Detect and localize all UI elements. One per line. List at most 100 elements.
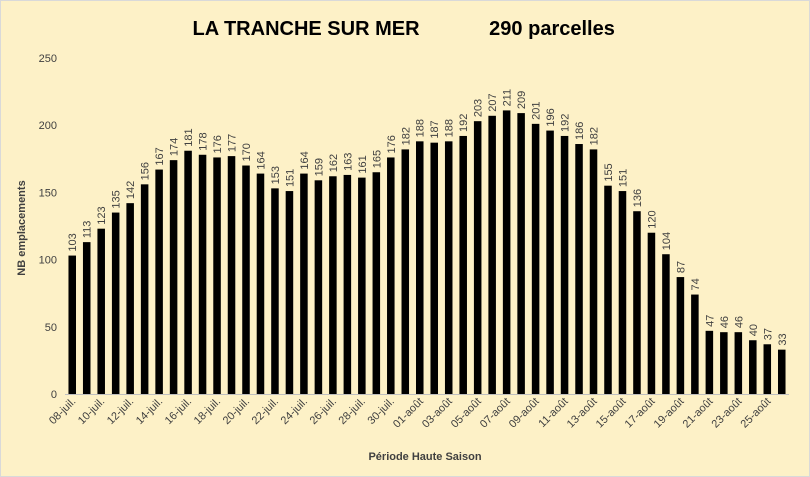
bar [300, 173, 308, 394]
y-tick-label: 150 [39, 187, 57, 199]
x-tick-label: 11-août [536, 396, 570, 430]
x-tick-label: 05-août [449, 396, 484, 431]
data-label: 203 [473, 99, 485, 117]
bar [720, 332, 728, 394]
bar [691, 294, 699, 394]
bar [575, 144, 583, 394]
data-label: 159 [313, 158, 325, 176]
x-tick-label: 20-juil. [221, 396, 252, 427]
data-label: 192 [458, 114, 470, 132]
y-tick-label: 50 [45, 322, 57, 334]
x-tick-label: 18-juil. [192, 396, 223, 427]
data-label: 187 [429, 120, 441, 138]
data-label: 123 [96, 206, 108, 224]
bar [517, 113, 525, 394]
data-label: 40 [748, 324, 760, 336]
data-label: 176 [386, 135, 398, 153]
data-label: 136 [632, 189, 644, 207]
y-axis-ticks: 0 50 100 150 200 250 [39, 53, 57, 401]
bar [415, 141, 424, 394]
data-label: 161 [357, 155, 369, 173]
data-label: 207 [487, 93, 499, 111]
bar [314, 180, 323, 394]
y-tick-label: 100 [39, 255, 57, 267]
data-label: 192 [560, 114, 572, 132]
data-label: 104 [661, 232, 673, 250]
data-label: 170 [241, 143, 253, 161]
x-tick-label: 10-juil. [76, 396, 107, 427]
bar [329, 176, 337, 394]
bar [662, 254, 670, 394]
bar [647, 232, 656, 394]
bar [213, 157, 221, 394]
data-label: 153 [270, 166, 282, 184]
bar [749, 340, 757, 394]
y-tick-label: 200 [39, 120, 57, 132]
data-label: 151 [617, 169, 629, 187]
data-label: 209 [516, 91, 528, 109]
bar [97, 228, 105, 394]
x-tick-label: 17-août [623, 396, 658, 431]
bar [705, 330, 714, 394]
data-label: 181 [183, 128, 195, 146]
y-tick-label: 0 [51, 389, 57, 401]
bar [734, 332, 743, 394]
bars-group [68, 110, 786, 395]
x-axis-title: Période Haute Saison [368, 451, 481, 463]
data-label: 155 [603, 163, 615, 181]
bar [531, 123, 540, 394]
x-tick-label: 26-juil. [308, 396, 339, 427]
x-tick-label: 16-juil. [163, 396, 194, 427]
bar [633, 211, 641, 394]
bar [256, 173, 265, 394]
x-axis-ticks: 08-juil.10-juil.12-juil.14-juil.16-juil.… [47, 396, 773, 431]
bar [372, 172, 381, 394]
bar [169, 160, 178, 394]
data-label: 182 [589, 127, 601, 145]
data-label: 151 [284, 169, 296, 187]
x-tick-label: 23-août [710, 396, 745, 431]
data-label: 177 [227, 134, 239, 152]
bar [285, 191, 294, 394]
data-label: 113 [82, 221, 94, 239]
x-tick-label: 12-juil. [105, 396, 136, 427]
bar [618, 191, 627, 394]
data-label: 182 [400, 127, 412, 145]
bar [358, 177, 366, 394]
bar [126, 203, 134, 394]
x-tick-label: 28-juil. [337, 396, 368, 427]
data-label: 87 [675, 261, 687, 273]
data-label: 163 [342, 153, 354, 171]
data-label: 46 [719, 316, 731, 328]
x-tick-label: 13-août [565, 396, 600, 431]
data-label: 46 [733, 316, 745, 328]
data-label: 164 [299, 151, 311, 169]
bar [459, 135, 467, 394]
x-tick-label: 19-août [652, 396, 687, 431]
bar [387, 157, 395, 394]
y-tick-label: 250 [39, 53, 57, 65]
bar [430, 142, 439, 394]
x-tick-label: 22-juil. [250, 396, 281, 427]
data-label: 188 [444, 119, 456, 137]
data-label: 33 [777, 333, 789, 345]
data-label: 211 [502, 89, 514, 107]
data-label: 156 [140, 162, 152, 180]
bar [473, 121, 482, 394]
x-tick-label: 24-juil. [279, 396, 310, 427]
bar [546, 130, 554, 395]
data-label: 47 [704, 315, 716, 327]
bar [777, 349, 786, 394]
bar [343, 174, 352, 394]
x-tick-label: 01-août [391, 396, 426, 431]
data-label: 176 [212, 135, 224, 153]
data-label: 135 [111, 190, 123, 208]
data-label: 174 [169, 138, 181, 156]
data-label: 120 [646, 210, 658, 228]
data-label: 142 [125, 181, 137, 199]
data-label: 167 [154, 147, 166, 165]
x-tick-label: 15-août [594, 396, 629, 431]
chart-subtitle: 290 parcelles [489, 18, 615, 40]
